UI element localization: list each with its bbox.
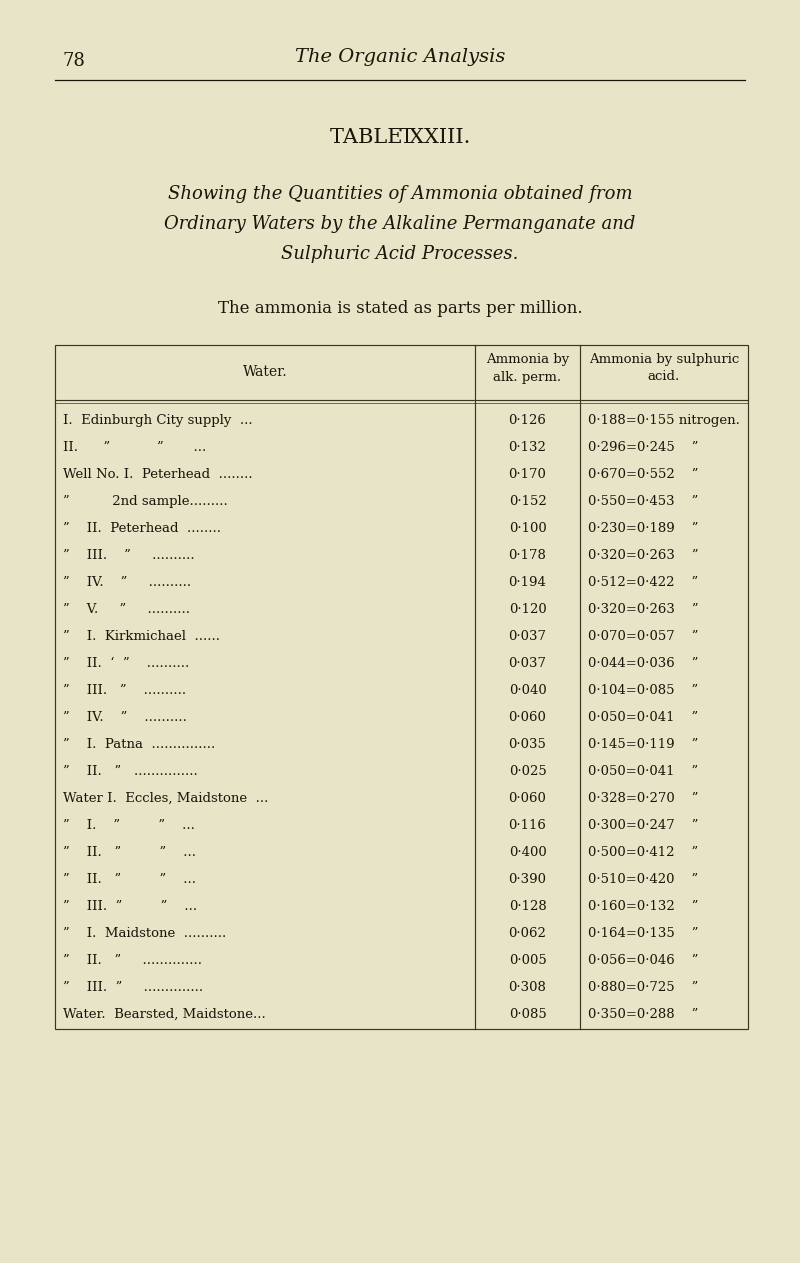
Text: 0·160=0·132    ”: 0·160=0·132 ” — [588, 901, 698, 913]
Text: ”    II.   ”         ”    ...: ” II. ” ” ... — [63, 846, 196, 859]
Text: Ammonia by
alk. perm.: Ammonia by alk. perm. — [486, 354, 569, 384]
Text: 0·164=0·135    ”: 0·164=0·135 ” — [588, 927, 698, 940]
Text: 78: 78 — [62, 52, 85, 69]
Text: The Organic Analysis: The Organic Analysis — [295, 48, 505, 66]
Text: 0·050=0·041    ”: 0·050=0·041 ” — [588, 711, 698, 724]
Text: 0·550=0·453    ”: 0·550=0·453 ” — [588, 495, 698, 508]
Text: 0·050=0·041    ”: 0·050=0·041 ” — [588, 765, 698, 778]
Text: 0·300=0·247    ”: 0·300=0·247 ” — [588, 818, 698, 832]
Text: 0·670=0·552    ”: 0·670=0·552 ” — [588, 469, 698, 481]
Text: 0·510=0·420    ”: 0·510=0·420 ” — [588, 873, 698, 887]
Text: Water.: Water. — [242, 365, 287, 379]
Text: 0·152: 0·152 — [509, 495, 546, 508]
Text: ”    I.    ”         ”    ...: ” I. ” ” ... — [63, 818, 195, 832]
Text: 0·040: 0·040 — [509, 685, 546, 697]
Text: 0·170: 0·170 — [509, 469, 546, 481]
Bar — [55, 345, 748, 1029]
Text: The ammonia is stated as parts per million.: The ammonia is stated as parts per milli… — [218, 301, 582, 317]
Text: 0·126: 0·126 — [509, 414, 546, 427]
Text: 0·145=0·119    ”: 0·145=0·119 ” — [588, 738, 698, 751]
Text: 0·044=0·036    ”: 0·044=0·036 ” — [588, 657, 698, 669]
Text: Water I.  Eccles, Maidstone  ...: Water I. Eccles, Maidstone ... — [63, 792, 268, 805]
Text: Ammonia by sulphuric
acid.: Ammonia by sulphuric acid. — [589, 354, 739, 384]
Text: 0·060: 0·060 — [509, 792, 546, 805]
Text: ”    I.  Kirkmichael  ......: ” I. Kirkmichael ...... — [63, 630, 220, 643]
Text: 0·100: 0·100 — [509, 522, 546, 536]
Text: 0·085: 0·085 — [509, 1008, 546, 1021]
Text: Sulphuric Acid Processes.: Sulphuric Acid Processes. — [282, 245, 518, 263]
Text: I.  Edinburgh City supply  ...: I. Edinburgh City supply ... — [63, 414, 253, 427]
Text: 0·062: 0·062 — [509, 927, 546, 940]
Text: 0·350=0·288    ”: 0·350=0·288 ” — [588, 1008, 698, 1021]
Text: 0·037: 0·037 — [509, 657, 546, 669]
Text: 0·104=0·085    ”: 0·104=0·085 ” — [588, 685, 698, 697]
Text: 0·328=0·270    ”: 0·328=0·270 ” — [588, 792, 698, 805]
Text: ”    III.    ”     ..........: ” III. ” .......... — [63, 549, 194, 562]
Text: Well No. I.  Peterhead  ........: Well No. I. Peterhead ........ — [63, 469, 253, 481]
Text: ”    II.  ‘  ”    ..........: ” II. ‘ ” .......... — [63, 657, 190, 669]
Text: 0·320=0·263    ”: 0·320=0·263 ” — [588, 602, 698, 616]
Text: II.      ”           ”       ...: II. ” ” ... — [63, 441, 206, 453]
Text: 0·500=0·412    ”: 0·500=0·412 ” — [588, 846, 698, 859]
Text: Water.  Bearsted, Maidstone...: Water. Bearsted, Maidstone... — [63, 1008, 266, 1021]
Text: 0·116: 0·116 — [509, 818, 546, 832]
Text: ”    IV.    ”     ..........: ” IV. ” .......... — [63, 576, 191, 589]
Text: 0·230=0·189    ”: 0·230=0·189 ” — [588, 522, 698, 536]
Text: ”    III.  ”         ”    ...: ” III. ” ” ... — [63, 901, 197, 913]
Text: ”    II.   ”   ...............: ” II. ” ............... — [63, 765, 198, 778]
Text: 0·308: 0·308 — [509, 981, 546, 994]
Text: ”    II.  Peterhead  ........: ” II. Peterhead ........ — [63, 522, 221, 536]
Text: ”    I.  Patna  ...............: ” I. Patna ............... — [63, 738, 215, 751]
Text: ”    I.  Maidstone  ..........: ” I. Maidstone .......... — [63, 927, 226, 940]
Text: 0·005: 0·005 — [509, 954, 546, 967]
Text: T: T — [400, 128, 414, 147]
Text: Showing the Quantities of Ammonia obtained from: Showing the Quantities of Ammonia obtain… — [168, 184, 632, 203]
Text: ”    IV.    ”    ..........: ” IV. ” .......... — [63, 711, 187, 724]
Text: 0·512=0·422    ”: 0·512=0·422 ” — [588, 576, 698, 589]
Text: 0·025: 0·025 — [509, 765, 546, 778]
Text: 0·132: 0·132 — [509, 441, 546, 453]
Text: ”    II.   ”         ”    ...: ” II. ” ” ... — [63, 873, 196, 887]
Text: 0·070=0·057    ”: 0·070=0·057 ” — [588, 630, 698, 643]
Text: ”    II.   ”     ..............: ” II. ” .............. — [63, 954, 202, 967]
Text: 0·188=0·155 nitrogen.: 0·188=0·155 nitrogen. — [588, 414, 740, 427]
Text: 0·035: 0·035 — [509, 738, 546, 751]
Text: ”    V.     ”     ..........: ” V. ” .......... — [63, 602, 190, 616]
Text: 0·400: 0·400 — [509, 846, 546, 859]
Text: 0·320=0·263    ”: 0·320=0·263 ” — [588, 549, 698, 562]
Text: 0·296=0·245    ”: 0·296=0·245 ” — [588, 441, 698, 453]
Text: 0·120: 0·120 — [509, 602, 546, 616]
Text: ”    III.  ”     ..............: ” III. ” .............. — [63, 981, 203, 994]
Text: 0·880=0·725    ”: 0·880=0·725 ” — [588, 981, 698, 994]
Text: Ordinary Waters by the Alkaline Permanganate and: Ordinary Waters by the Alkaline Permanga… — [164, 215, 636, 232]
Text: 0·390: 0·390 — [509, 873, 546, 887]
Text: 0·056=0·046    ”: 0·056=0·046 ” — [588, 954, 698, 967]
Text: 0·128: 0·128 — [509, 901, 546, 913]
Text: 0·194: 0·194 — [509, 576, 546, 589]
Text: 0·037: 0·037 — [509, 630, 546, 643]
Text: 0·178: 0·178 — [509, 549, 546, 562]
Text: TABLE XXIII.: TABLE XXIII. — [330, 128, 470, 147]
Text: ”    III.   ”    ..........: ” III. ” .......... — [63, 685, 186, 697]
Text: 0·060: 0·060 — [509, 711, 546, 724]
Text: ”          2nd sample.........: ” 2nd sample......... — [63, 495, 228, 508]
